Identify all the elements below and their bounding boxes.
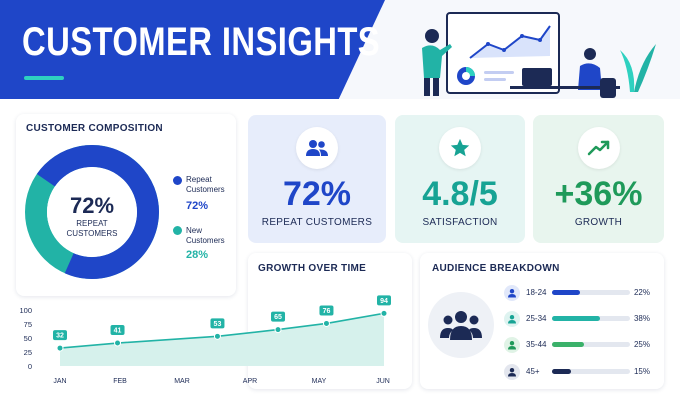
audience-row: 35-44 25% — [504, 337, 664, 353]
growth-point — [56, 344, 64, 352]
growth-chart: 100 75 50 25 0 JAN FEB MAR APR MAY JUN 32 41 53 65 76 94 — [19, 295, 391, 385]
legend-repeat-label-2: Customers — [186, 185, 225, 194]
audience-group-icon — [428, 292, 494, 358]
legend-new-value: 28% — [186, 249, 209, 261]
audience-pct: 22% — [633, 288, 650, 297]
growth-title: GROWTH OVER TIME — [258, 263, 367, 274]
kpi-satisfaction-value: 4.8/5 — [422, 175, 498, 213]
growth-point-label: 65 — [274, 314, 282, 321]
legend-repeat-dot — [173, 176, 182, 185]
growth-point — [380, 309, 388, 317]
x-tick-label: APR — [243, 378, 257, 385]
growth-point — [114, 339, 122, 347]
kpi-satisfaction-label: SATISFACTION — [422, 217, 498, 228]
star-icon — [439, 127, 481, 169]
composition-donut — [25, 145, 159, 279]
growth-point-label: 53 — [214, 321, 222, 328]
audience-pct: 38% — [633, 314, 650, 323]
kpi-growth-value: +36% — [554, 175, 643, 213]
y-tick-label: 50 — [24, 334, 32, 343]
hero-illustration — [422, 12, 656, 98]
composition-title: CUSTOMER COMPOSITION — [26, 123, 163, 134]
growth-point-tag — [53, 330, 67, 341]
audience-label: 25-34 — [526, 314, 547, 323]
y-tick-label: 100 — [19, 306, 32, 315]
audience-label: 18-24 — [526, 288, 547, 297]
growth-point-tag — [271, 311, 286, 322]
x-tick-label: MAR — [174, 378, 190, 385]
audience-track — [552, 316, 630, 321]
growth-point-label: 32 — [56, 333, 64, 340]
page-title: CUSTOMER INSIGHTS — [22, 20, 381, 64]
growth-point-tag — [110, 325, 125, 336]
kpi-card-growth: +36% GROWTH — [533, 115, 664, 243]
growth-point — [274, 326, 282, 334]
y-tick-label: 25 — [24, 348, 32, 357]
growth-point-label: 94 — [380, 298, 388, 305]
growth-line — [59, 312, 385, 349]
audience-fill — [552, 342, 584, 347]
donut-center-label-1: REPEAT — [76, 219, 108, 228]
x-tick-label: MAY — [312, 378, 327, 385]
legend-new-dot — [173, 226, 182, 235]
audience-row: 45+ 15% — [504, 364, 664, 380]
growth-point — [322, 319, 330, 327]
y-tick-label: 75 — [24, 320, 32, 329]
audience-fill — [552, 316, 601, 321]
person-icon — [504, 364, 520, 380]
audience-row: 25-34 38% — [504, 311, 664, 327]
audience-label: 35-44 — [526, 340, 547, 349]
users-icon — [296, 127, 338, 169]
audience-pct: 15% — [633, 367, 650, 376]
growth-point — [213, 332, 221, 340]
x-tick-label: JAN — [53, 378, 66, 385]
kpi-card-satisfaction: 4.8/5 SATISFACTION — [395, 115, 525, 243]
kpi-repeat-value: 72% — [282, 175, 352, 213]
audience-track — [552, 369, 630, 374]
audience-track — [552, 342, 630, 347]
audience-row: 18-24 22% — [504, 285, 664, 301]
audience-track — [552, 290, 630, 295]
growth-point-tag — [210, 318, 225, 329]
donut-repeat-segment — [25, 145, 159, 279]
legend-repeat-label-1: Repeat — [186, 175, 212, 184]
trend-up-icon — [577, 127, 620, 169]
person-icon — [504, 285, 520, 301]
donut-center-label-2: CUSTOMERS — [66, 229, 118, 238]
title-banner — [0, 0, 385, 99]
kpi-repeat-label: REPEAT CUSTOMERS — [261, 217, 373, 228]
legend-new-label-1: New — [186, 226, 203, 235]
donut-center-value: 72% — [69, 193, 115, 218]
audience-fill — [552, 290, 580, 295]
legend-repeat-value: 72% — [186, 200, 209, 212]
title-underline — [24, 76, 64, 80]
kpi-card-repeat: 72% REPEAT CUSTOMERS — [248, 115, 386, 243]
growth-point-label: 41 — [114, 328, 122, 335]
y-tick-label: 0 — [28, 362, 32, 371]
audience-title: AUDIENCE BREAKDOWN — [432, 263, 560, 274]
growth-point-tag — [377, 295, 391, 306]
legend-new-label-2: Customers — [186, 236, 225, 245]
person-icon — [504, 311, 520, 327]
kpi-growth-label: GROWTH — [574, 217, 623, 228]
person-icon — [504, 337, 520, 353]
x-tick-label: JUN — [376, 378, 390, 385]
x-tick-label: FEB — [113, 378, 127, 385]
audience-label: 45+ — [526, 367, 540, 376]
growth-point-tag — [319, 305, 334, 316]
audience-pct: 25% — [633, 340, 650, 349]
audience-fill — [552, 369, 572, 374]
growth-point-label: 76 — [323, 308, 331, 315]
